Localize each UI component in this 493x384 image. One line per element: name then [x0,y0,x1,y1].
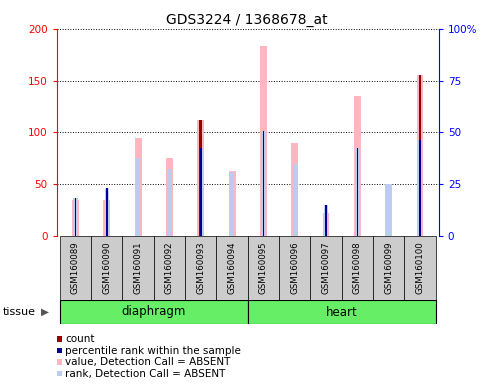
Bar [105,189,109,236]
Bar [373,236,404,300]
Bar [419,75,422,236]
Text: GSM160097: GSM160097 [321,242,330,294]
Bar [291,143,298,236]
Text: tissue: tissue [2,307,35,317]
Text: GDS3224 / 1368678_at: GDS3224 / 1368678_at [166,13,327,27]
Bar [260,46,267,236]
Bar [185,236,216,300]
Bar [229,171,236,236]
Bar [279,236,311,300]
Bar [166,158,173,236]
Bar [136,158,141,236]
Bar [167,169,172,236]
Bar [342,236,373,300]
Bar [354,96,361,236]
Bar [325,205,327,236]
Bar [418,140,422,236]
Bar [419,140,421,236]
Bar [261,131,266,236]
Bar [135,138,141,236]
Bar [199,149,203,236]
Bar [106,189,107,236]
Text: GSM160095: GSM160095 [259,242,268,294]
Bar [60,236,91,300]
Bar [404,236,436,300]
Text: ▶: ▶ [41,307,49,317]
Bar [91,236,122,300]
Bar [104,200,110,236]
Bar [356,148,358,236]
Text: GSM160091: GSM160091 [134,242,142,294]
Bar [417,75,423,236]
Bar [60,300,248,324]
Text: heart: heart [326,306,357,318]
Text: count: count [66,334,95,344]
Bar [216,236,248,300]
Text: GSM160090: GSM160090 [103,242,111,294]
Bar [263,131,264,236]
Bar [73,198,78,236]
Text: rank, Detection Call = ABSENT: rank, Detection Call = ABSENT [66,369,226,379]
Text: GSM160094: GSM160094 [228,242,237,294]
Text: GSM160096: GSM160096 [290,242,299,294]
Bar [72,200,79,236]
Bar [355,148,359,236]
Bar [387,184,391,236]
Bar [122,236,154,300]
Bar [197,120,204,236]
Text: GSM160098: GSM160098 [353,242,362,294]
Text: diaphragm: diaphragm [122,306,186,318]
Text: GSM160092: GSM160092 [165,242,174,294]
Text: value, Detection Call = ABSENT: value, Detection Call = ABSENT [66,357,231,367]
Bar [200,148,202,236]
Bar [248,236,279,300]
Text: percentile rank within the sample: percentile rank within the sample [66,346,241,356]
Bar [199,120,202,236]
Text: GSM160100: GSM160100 [416,242,424,294]
Bar [385,184,392,236]
Text: GSM160093: GSM160093 [196,242,205,294]
Bar [75,198,76,236]
Bar [292,164,297,236]
Text: GSM160089: GSM160089 [71,242,80,294]
Text: GSM160099: GSM160099 [384,242,393,294]
Bar [154,236,185,300]
Bar [324,205,328,236]
Bar [311,236,342,300]
Bar [248,300,436,324]
Bar [322,214,329,236]
Bar [230,172,234,236]
